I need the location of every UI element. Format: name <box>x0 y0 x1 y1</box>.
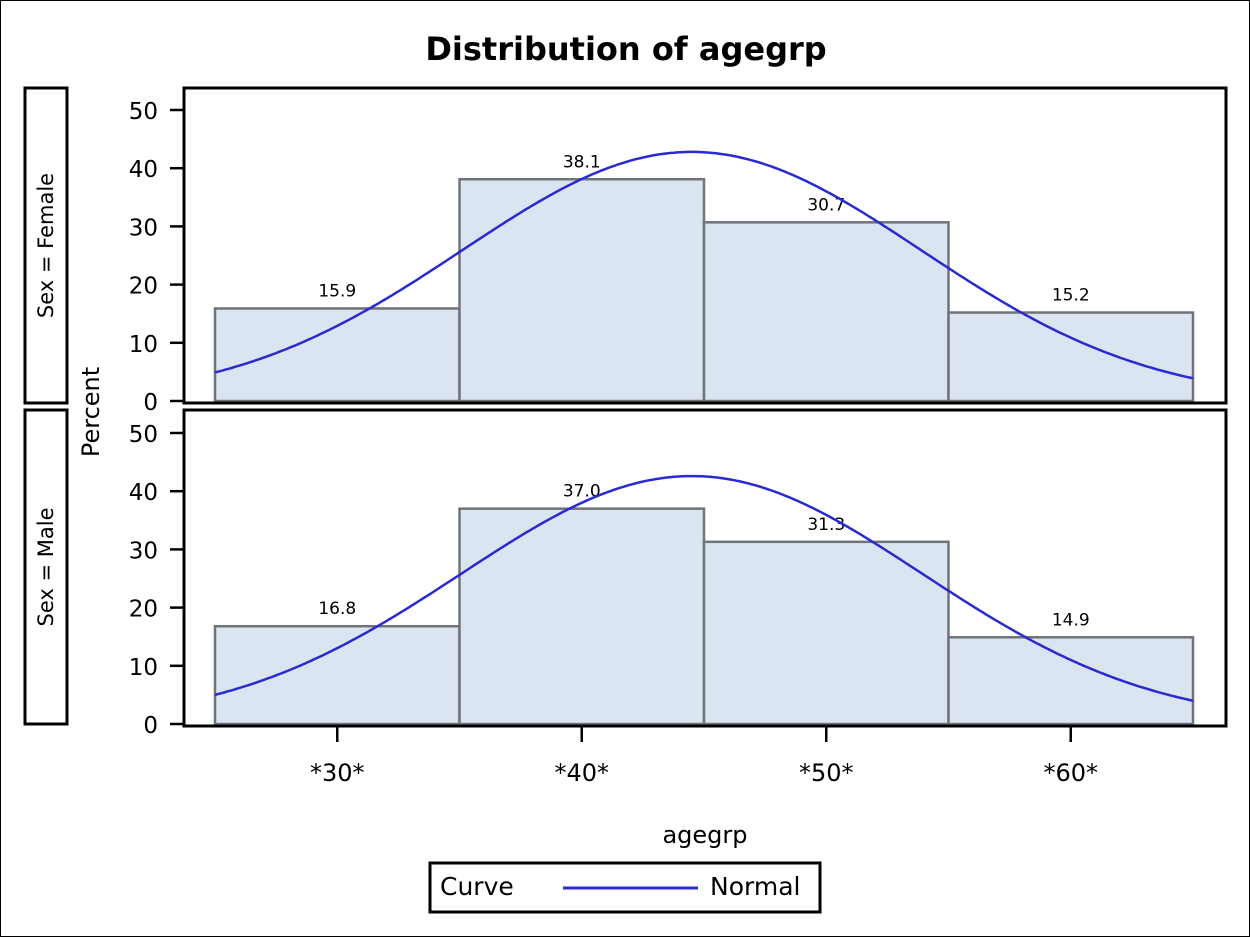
legend-title: Curve <box>440 872 514 901</box>
bar-value-label: 31.3 <box>807 515 845 535</box>
y-tick-label: 10 <box>129 655 158 681</box>
normal-curve <box>214 150 1194 380</box>
bar-value-label: 37.0 <box>563 482 601 502</box>
y-tick-label: 40 <box>129 480 158 506</box>
histogram-bar <box>213 624 461 726</box>
bar-value-label: 38.1 <box>563 152 601 172</box>
panel-header-label: Sex = Male <box>34 508 58 627</box>
histogram-bar <box>702 221 950 403</box>
panels: Sex = Female 15.938.130.715.201020304050S… <box>23 86 1228 739</box>
bar-value-label: 16.8 <box>318 599 356 619</box>
panel-frame <box>182 408 1228 728</box>
panel-frame <box>182 86 1228 405</box>
panel-header-strip <box>23 408 69 726</box>
y-tick-label: 10 <box>129 332 158 358</box>
panel-female: Sex = Female 15.9 38.1 30.7 15.2 0 10 20 30 40 50 <box>23 86 1228 416</box>
histogram-bar <box>947 311 1195 403</box>
y-tick-label: 30 <box>129 215 158 241</box>
chart-title: Distribution of agegrp <box>425 30 826 68</box>
panel-male: Sex = Male 16.8 37.0 31.3 14.9 0 10 20 30 40 50 <box>23 408 1228 739</box>
panel-header-strip <box>23 86 69 405</box>
panel-header-label: Sex = Female <box>34 173 58 318</box>
bar-value-label: 30.7 <box>807 195 845 215</box>
x-tick-label: *60* <box>1043 759 1098 787</box>
y-tick-label: 50 <box>129 422 158 448</box>
y-tick-label: 30 <box>129 538 158 564</box>
bar-value-label: 15.9 <box>318 281 356 301</box>
normal-curve <box>214 474 1194 703</box>
x-tick-label: *40* <box>554 759 609 787</box>
y-tick-label: 0 <box>143 713 158 739</box>
y-axis-label: Percent <box>77 367 105 457</box>
x-axis-label: agegrp <box>662 821 747 849</box>
histogram-bar <box>947 636 1195 726</box>
bar-value-label: 14.9 <box>1052 610 1090 630</box>
histogram-bar <box>213 307 461 403</box>
histogram-bar <box>458 178 706 403</box>
legend-entry-normal: Normal <box>710 872 800 901</box>
y-tick-label: 50 <box>129 99 158 125</box>
legend: Curve Normal <box>428 861 822 914</box>
y-tick-label: 0 <box>143 390 158 416</box>
bar-value-label: 15.2 <box>1052 286 1090 306</box>
x-tick-label: *50* <box>799 759 854 787</box>
histogram-bar <box>458 507 706 726</box>
x-axis: *30* *40* *50* *60* <box>310 726 1098 787</box>
y-tick-label: 40 <box>129 157 158 183</box>
histogram-bar <box>702 540 950 726</box>
y-tick-label: 20 <box>129 274 158 300</box>
y-tick-label: 20 <box>129 597 158 623</box>
x-tick-label: *30* <box>310 759 365 787</box>
